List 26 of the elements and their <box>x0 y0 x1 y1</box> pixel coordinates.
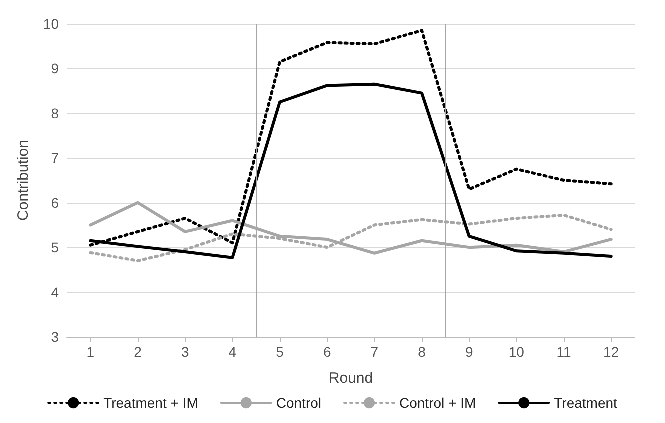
x-tick-label: 3 <box>181 344 190 360</box>
y-tick-label: 5 <box>51 240 60 256</box>
y-tick-label: 9 <box>51 60 60 77</box>
x-tick-label: 6 <box>323 344 332 360</box>
x-axis-title: Round <box>328 370 374 387</box>
x-tick-label: 2 <box>134 344 142 360</box>
y-tick-label: 3 <box>51 329 60 345</box>
x-tick-label: 10 <box>508 344 525 360</box>
x-tick-label: 11 <box>556 344 572 360</box>
x-tick-label: 4 <box>228 344 237 360</box>
x-tick-label: 7 <box>370 344 379 360</box>
legend-label: Treatment <box>554 395 618 411</box>
x-tick-label: 5 <box>276 344 284 360</box>
y-axis-title: Contribution <box>15 140 32 221</box>
x-tick-label: 12 <box>604 344 620 360</box>
y-tick-label: 10 <box>43 16 60 32</box>
legend-label: Control + IM <box>400 395 476 411</box>
legend-label: Treatment + IM <box>104 395 198 411</box>
x-tick-label: 1 <box>86 344 95 360</box>
y-tick-label: 4 <box>51 284 60 300</box>
y-tick-label: 6 <box>51 194 60 211</box>
x-tick-label: 8 <box>418 344 426 360</box>
y-tick-label: 7 <box>51 150 60 166</box>
x-tick-label: 9 <box>465 344 474 360</box>
legend-label: Control <box>276 395 322 411</box>
y-tick-label: 8 <box>51 105 60 122</box>
